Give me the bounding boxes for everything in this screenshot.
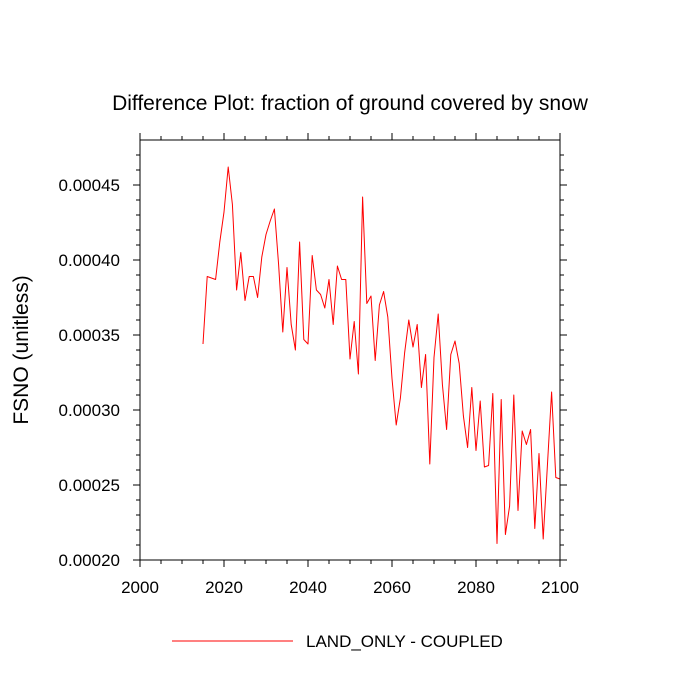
y-tick-label: 0.00045 — [59, 176, 120, 195]
x-tick-label: 2020 — [205, 578, 243, 597]
series-layer — [202, 166, 561, 544]
x-tick-label: 2000 — [121, 578, 159, 597]
tick-labels: 2000 2020 2040 2060 2080 2100 0.00020 0.00025 0.… — [59, 176, 579, 597]
x-tick-label: 2080 — [457, 578, 495, 597]
y-tick-label: 0.00025 — [59, 476, 120, 495]
series-line — [202, 166, 561, 544]
y-tick-label: 0.00030 — [59, 401, 120, 420]
x-tick-label: 2100 — [541, 578, 579, 597]
axis-ticks — [133, 133, 567, 567]
x-tick-label: 2040 — [289, 578, 327, 597]
y-axis-label: FSNO (unitless) — [10, 275, 33, 424]
legend: LAND_ONLY - COUPLED — [172, 632, 503, 651]
y-tick-label: 0.00020 — [59, 551, 120, 570]
x-tick-label: 2060 — [373, 578, 411, 597]
y-tick-label: 0.00040 — [59, 251, 120, 270]
plot-frame — [139, 139, 561, 561]
chart-title: Difference Plot: fraction of ground cove… — [112, 92, 589, 115]
y-tick-label: 0.00035 — [59, 326, 120, 345]
legend-entry-label: LAND_ONLY - COUPLED — [306, 632, 503, 651]
